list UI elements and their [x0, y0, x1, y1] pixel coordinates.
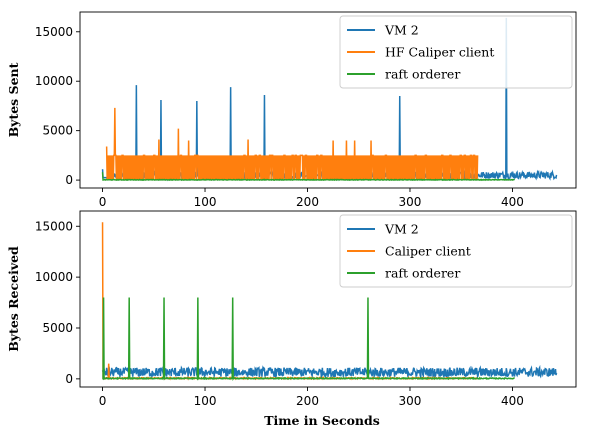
x-tick-label-0-0: 0: [99, 195, 107, 209]
x-tick-label-1-4: 400: [501, 394, 524, 408]
x-tick-label-1-2: 200: [296, 394, 319, 408]
y-tick-label-1-1: 5000: [42, 321, 73, 335]
x-tick-label-1-3: 300: [399, 394, 422, 408]
series-line-1-0: [101, 364, 558, 380]
legend-label-1-0: VM 2: [384, 222, 419, 237]
legend-label-1-2: raft orderer: [385, 266, 460, 281]
chart-panel-1: 0 100 200 300 400 0 5000 10000 15000 Bytes Receiv…: [6, 210, 577, 428]
series-line-0-2: [101, 172, 515, 182]
x-tick-label-0-1: 100: [194, 195, 217, 209]
x-tick-label-1-1: 100: [194, 394, 217, 408]
legend-label-0-1: HF Caliper client: [385, 45, 494, 60]
legend-box-0: [339, 15, 573, 89]
x-tick-label-0-2: 200: [296, 195, 319, 209]
y-axis-label-0: Bytes Sent: [6, 62, 21, 137]
legend-label-0-0: VM 2: [384, 23, 419, 38]
y-tick-label-1-0: 0: [65, 372, 73, 386]
legend-label-1-1: Caliper client: [385, 244, 471, 259]
y-tick-label-1-2: 10000: [35, 270, 73, 284]
x-axis-label-1: Time in Seconds: [264, 413, 380, 428]
series-line-1-2: [102, 297, 516, 381]
y-tick-label-0-1: 5000: [42, 124, 73, 138]
x-tick-label-0-4: 400: [501, 195, 524, 209]
y-axis-label-1: Bytes Received: [6, 246, 21, 352]
axes-frame-1: [79, 210, 577, 388]
legend-box-1: [339, 214, 573, 288]
x-tick-label-0-3: 300: [399, 195, 422, 209]
legend-0: VM 2 HF Caliper client raft orderer: [339, 15, 573, 89]
y-tick-label-1-3: 15000: [35, 219, 73, 233]
legend-label-0-2: raft orderer: [385, 67, 460, 82]
series-line-0-1: [105, 107, 479, 181]
y-tick-label-0-3: 15000: [35, 25, 73, 39]
axes-frame-0: [79, 11, 577, 189]
chart-panel-0: 0 100 200 300 400 0 5000 10000 15000 Bytes Sent VM…: [6, 11, 577, 209]
x-tick-label-1-0: 0: [99, 394, 107, 408]
y-tick-label-0-2: 10000: [35, 74, 73, 88]
legend-1: VM 2 Caliper client raft orderer: [339, 214, 573, 288]
y-tick-label-0-0: 0: [65, 173, 73, 187]
